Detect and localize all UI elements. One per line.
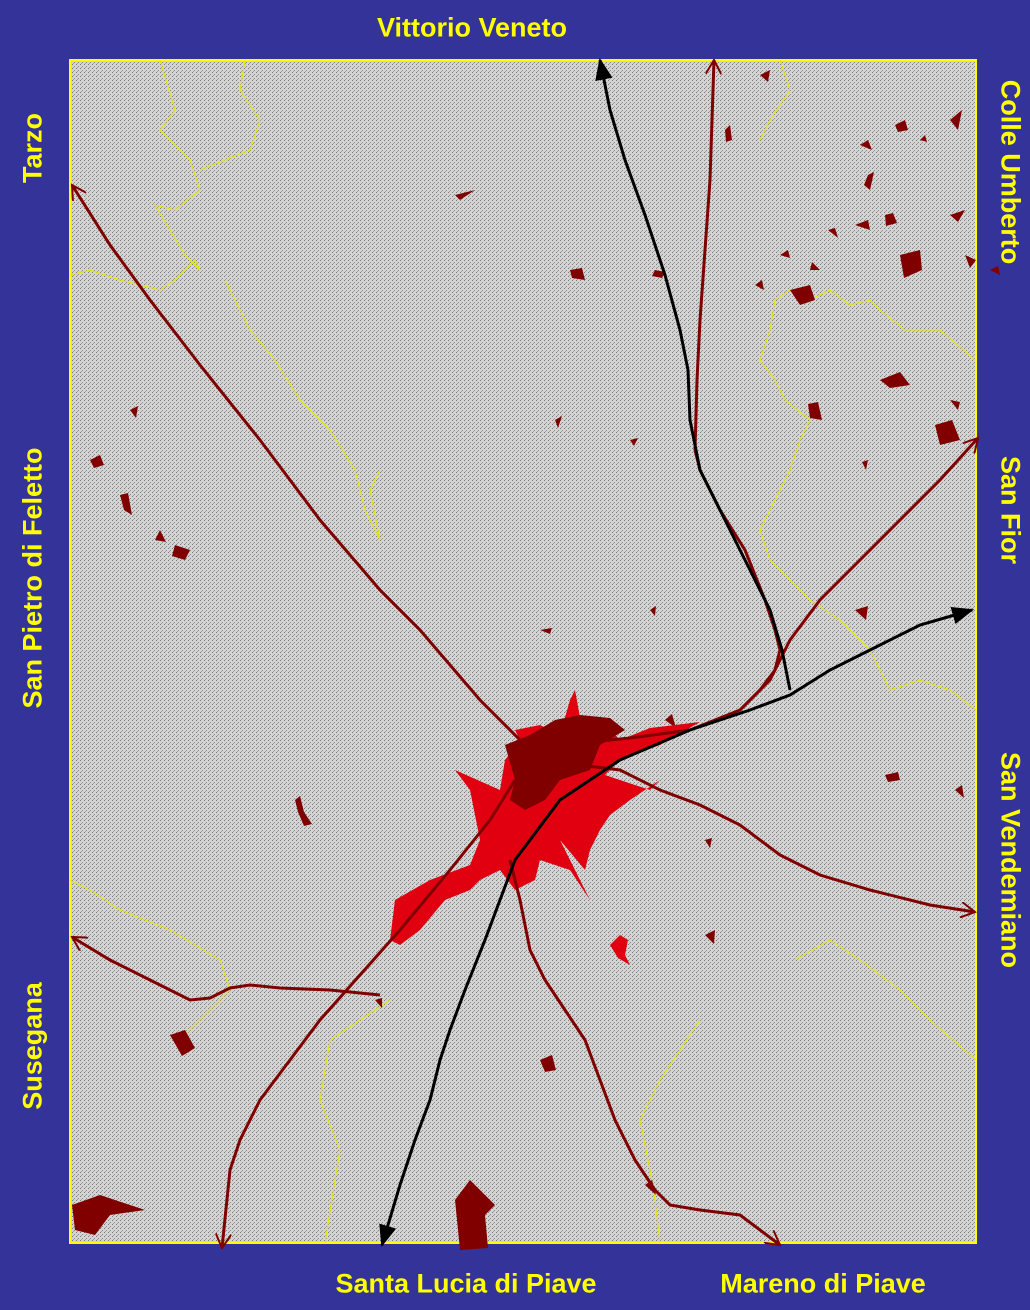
rail-to-vittorio-veneto	[595, 57, 792, 691]
label-mareno-di-piave: Mareno di Piave	[720, 1268, 926, 1299]
label-san-pietro-di-feletto: San Pietro di Feletto	[17, 447, 48, 709]
label-san-fior: San Fior	[995, 455, 1026, 565]
road-to-tarzo	[70, 185, 532, 752]
road-to-susegana	[72, 935, 381, 1002]
label-susegana: Susegana	[17, 982, 48, 1110]
road-to-mareno	[508, 859, 780, 1245]
road-to-san-fior	[738, 438, 978, 712]
municipal-boundaries	[69, 59, 977, 1244]
label-tarzo: Tarzo	[17, 112, 48, 184]
road-to-south-west	[222, 779, 517, 1248]
railways	[379, 57, 975, 1248]
settlement-patches	[72, 70, 1000, 1250]
label-santa-lucia-di-piave: Santa Lucia di Piave	[335, 1268, 597, 1299]
road-to-san-vendemiano	[579, 763, 975, 912]
urban-area	[390, 690, 700, 965]
label-san-vendemiano: San Vendemiano	[995, 751, 1026, 969]
label-vittorio-veneto: Vittorio Veneto	[376, 12, 568, 43]
label-colle-umberto: Colle Umberto	[995, 79, 1026, 265]
map-area	[69, 59, 977, 1244]
rail-to-santa-lucia	[379, 859, 517, 1248]
road-to-vittorio-veneto	[693, 60, 714, 451]
rail-to-san-fior	[513, 607, 975, 861]
